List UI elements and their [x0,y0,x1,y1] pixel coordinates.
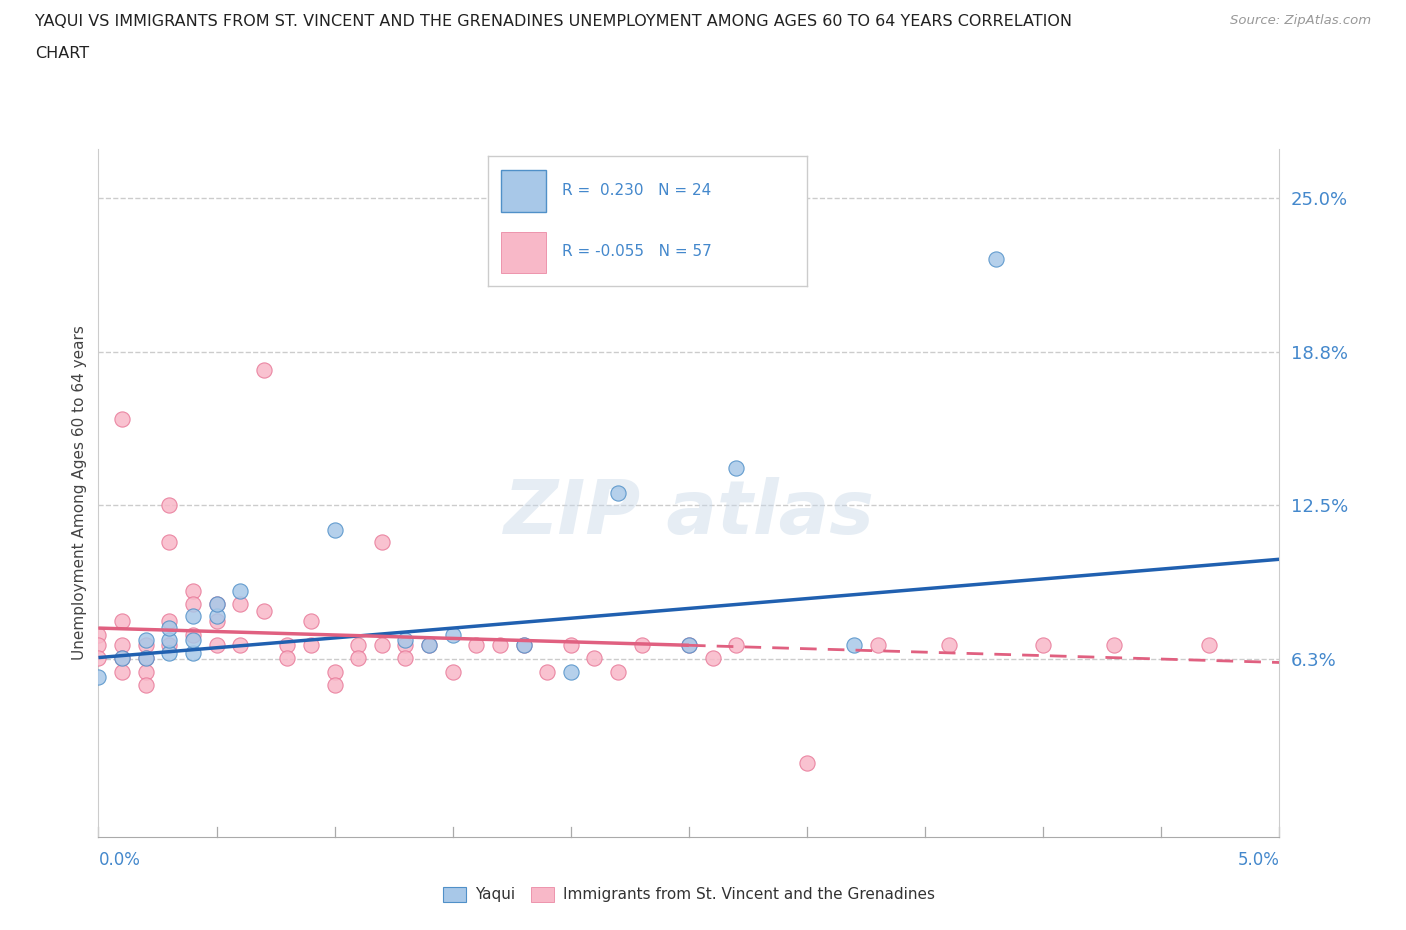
Point [984,252,1007,267]
Point [205,613,228,628]
Point [181,584,204,599]
Point [371,535,394,550]
Point [607,665,630,680]
Point [512,638,534,653]
Point [181,608,204,623]
Point [157,613,180,628]
Point [229,584,252,599]
Point [1198,638,1220,653]
Point [938,638,960,653]
Point [276,638,298,653]
Point [157,620,180,635]
Point [560,638,582,653]
Point [87,628,110,643]
Point [394,633,416,648]
Point [725,638,748,653]
Point [844,638,866,653]
Point [181,628,204,643]
Point [111,650,134,665]
Point [347,638,370,653]
Point [253,604,276,618]
Point [678,638,700,653]
Point [111,665,134,680]
Point [512,638,534,653]
Point [299,638,322,653]
Point [394,650,416,665]
Point [323,665,346,680]
Point [607,485,630,500]
Point [181,596,204,611]
Point [583,650,606,665]
Point [181,633,204,648]
Point [157,498,180,512]
Text: YAQUI VS IMMIGRANTS FROM ST. VINCENT AND THE GRENADINES UNEMPLOYMENT AMONG AGES : YAQUI VS IMMIGRANTS FROM ST. VINCENT AND… [35,14,1073,29]
Point [1032,638,1054,653]
Point [111,650,134,665]
Point [796,756,818,771]
Point [418,638,440,653]
Text: Source: ZipAtlas.com: Source: ZipAtlas.com [1230,14,1371,27]
Text: CHART: CHART [35,46,89,61]
Text: 0.0%: 0.0% [98,851,141,869]
Point [276,650,298,665]
Point [441,665,464,680]
Point [465,638,488,653]
Point [323,677,346,692]
Point [630,638,652,653]
Point [725,461,748,476]
Text: ZIP atlas: ZIP atlas [503,477,875,550]
Point [394,638,416,653]
Point [323,523,346,538]
Point [702,650,724,665]
Point [299,613,322,628]
Point [135,665,157,680]
Point [489,638,512,653]
Point [87,650,110,665]
Point [181,645,204,660]
Point [135,650,157,665]
Point [1102,638,1125,653]
Point [157,633,180,648]
Point [205,596,228,611]
Point [371,638,394,653]
Point [229,638,252,653]
Point [111,412,134,427]
Legend: Yaqui, Immigrants from St. Vincent and the Grenadines: Yaqui, Immigrants from St. Vincent and t… [437,881,941,909]
Point [111,613,134,628]
Point [205,608,228,623]
Point [157,535,180,550]
Point [418,638,440,653]
Point [135,677,157,692]
Point [866,638,889,653]
Text: 5.0%: 5.0% [1237,851,1279,869]
Y-axis label: Unemployment Among Ages 60 to 64 years: Unemployment Among Ages 60 to 64 years [72,326,87,660]
Point [205,596,228,611]
Point [135,633,157,648]
Point [135,650,157,665]
Point [87,638,110,653]
Point [135,638,157,653]
Point [347,650,370,665]
Point [229,596,252,611]
Point [441,628,464,643]
Point [560,665,582,680]
Point [253,363,276,378]
Point [157,645,180,660]
Point [678,638,700,653]
Point [111,638,134,653]
Point [205,638,228,653]
Point [87,670,110,684]
Point [157,638,180,653]
Point [536,665,558,680]
